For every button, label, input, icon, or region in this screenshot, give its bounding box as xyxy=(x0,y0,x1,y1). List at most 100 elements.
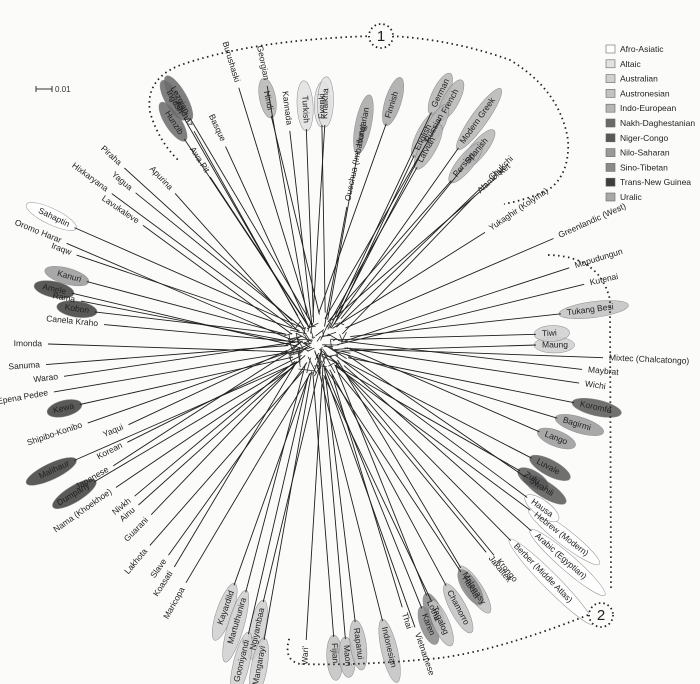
language-label-turkish: Turkish xyxy=(300,95,311,123)
branch-tagalog xyxy=(323,375,433,602)
language-label-piraha: Piraha xyxy=(99,143,124,167)
language-label-burushaski: Burushaski xyxy=(221,40,243,83)
core-split xyxy=(301,327,310,341)
language-label-tiwi: Tiwi xyxy=(542,328,557,339)
branch-basque xyxy=(225,146,310,329)
core-split xyxy=(294,320,302,330)
legend-label-nilo-saharan: Nilo-Saharan xyxy=(620,148,670,158)
group-marker-label: 1 xyxy=(377,28,385,45)
core-split xyxy=(288,356,295,367)
language-label-mixtec-chalcatongo: Mixtec (Chalcatongo) xyxy=(609,352,690,366)
branch-lavukaleve xyxy=(142,225,293,335)
language-label-khalkha: Khalkha xyxy=(319,88,330,119)
branch-turkish xyxy=(305,128,315,323)
branch-chukchi xyxy=(336,182,487,328)
branch-warao xyxy=(63,341,300,377)
branch-kayardild xyxy=(233,373,310,586)
legend-swatch-uralic xyxy=(605,192,616,202)
language-label-maori: Maori xyxy=(342,644,354,666)
group-marker-circle xyxy=(588,602,614,628)
language-label-apurina: Apurina xyxy=(148,164,176,192)
branch-lango xyxy=(346,347,540,433)
branch-yukaghir-kolyma xyxy=(332,232,486,329)
core-split xyxy=(303,341,308,346)
core-split xyxy=(306,357,311,374)
branch-hebrew-modern xyxy=(335,366,531,511)
branch-epena-pedee xyxy=(53,352,287,393)
legend-label-altaic: Altaic xyxy=(620,59,642,69)
branch-luvale xyxy=(341,359,532,459)
branch-apurina xyxy=(174,193,300,334)
family-shading-layer xyxy=(25,72,629,684)
language-label-maung: Maung xyxy=(542,339,568,349)
legend-swatch-afro-asiatic xyxy=(605,44,616,54)
language-label-iraqw: Iraqw xyxy=(50,240,74,257)
language-label-lakhota: Lakhota xyxy=(122,546,149,576)
branch-georgian xyxy=(266,85,308,316)
legend-swatch-nakh-daghestanian xyxy=(605,118,616,128)
core-split xyxy=(314,365,327,367)
branch-koasati xyxy=(173,361,298,568)
legend-swatch-altaic xyxy=(605,59,616,69)
language-label-thai: Thai xyxy=(400,611,415,630)
core-split xyxy=(322,330,324,337)
language-label-warao: Warao xyxy=(33,371,59,384)
branch-ainu xyxy=(138,355,306,506)
branch-lakhota xyxy=(149,371,304,546)
language-label-evenki: Evenki xyxy=(316,93,326,119)
core-split xyxy=(312,350,322,375)
branch-hakha xyxy=(324,366,462,573)
language-label-amele: Amele xyxy=(42,281,68,296)
core-split xyxy=(295,345,309,352)
language-label-fijian: Fijian xyxy=(330,643,341,664)
legend-label-trans-new-guinea: Trans-New Guinea xyxy=(620,177,691,187)
core-split xyxy=(328,361,337,367)
language-label-greenlandic-west: Greenlandic (West) xyxy=(557,201,628,240)
branch-malihaur xyxy=(74,361,299,461)
branch-vietnamese xyxy=(324,374,416,628)
branch-yaqui xyxy=(128,349,288,426)
core-split xyxy=(296,337,303,348)
branch-chamorro xyxy=(329,369,447,586)
core-split xyxy=(317,354,320,365)
core-split xyxy=(327,322,332,330)
branch-jakaltek xyxy=(337,371,487,553)
core-split xyxy=(307,347,315,352)
core-split xyxy=(323,335,331,337)
branch-dumpany xyxy=(93,361,298,483)
branch-alamblak xyxy=(341,195,476,335)
branch-canela-kraho xyxy=(103,324,299,343)
core-split xyxy=(288,338,295,355)
language-label-hixkaryana: Hixkaryana xyxy=(70,160,110,193)
core-split xyxy=(323,354,338,358)
branch-zulu xyxy=(334,364,521,472)
branch-hixkaryana xyxy=(111,193,293,328)
branch-tiwi xyxy=(341,333,537,341)
legend-swatch-indo-european xyxy=(605,103,616,113)
language-label-yaqui: Yaqui xyxy=(101,422,124,439)
branch-ket xyxy=(331,177,496,321)
language-label-canela-kraho: Canela Kraho xyxy=(46,313,99,328)
core-split xyxy=(288,351,303,356)
legend-label-niger-congo: Niger-Congo xyxy=(620,133,668,143)
branch-malagasy xyxy=(337,359,462,569)
branch-awa-pit xyxy=(209,176,308,325)
branch-khalkha xyxy=(312,124,326,318)
legend-label-afro-asiatic: Afro-Asiatic xyxy=(620,44,664,54)
scale-bar: 0.01 xyxy=(35,85,71,94)
language-label-epena-pedee: Epena Pedee xyxy=(0,387,49,406)
legend-label-australian: Australian xyxy=(620,74,658,84)
branch-korean xyxy=(127,354,302,443)
branch-hindi xyxy=(270,115,320,315)
branch-kobon xyxy=(94,311,286,335)
language-label-kutenai: Kutenai xyxy=(589,271,619,287)
language-label-basque: Basque xyxy=(207,112,228,143)
language-label-kobon: Kobon xyxy=(64,302,90,316)
branch-iraqw xyxy=(76,254,300,332)
core-split xyxy=(283,332,293,337)
branch-rapanui xyxy=(324,367,356,623)
core-split xyxy=(286,347,301,354)
language-label-kannada: Kannada xyxy=(280,90,294,125)
legend-label-indo-european: Indo-European xyxy=(620,103,677,113)
